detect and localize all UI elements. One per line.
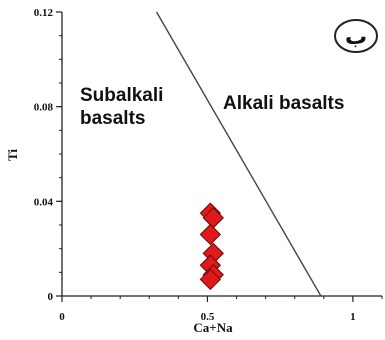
- y-axis: 0 0.04 0.08 0.12: [34, 7, 62, 303]
- boundary-layer: [155, 11, 322, 297]
- x-axis: 0 0.5 1: [59, 296, 383, 323]
- y-tick-label: 0.08: [34, 102, 54, 114]
- y-axis-title: Ti: [5, 149, 20, 161]
- region-label-subalkali-line1: Subalkali: [80, 85, 163, 106]
- data-points: [199, 202, 224, 291]
- y-tick-label: 0.12: [34, 7, 54, 19]
- panel-badge-outline: [334, 19, 378, 53]
- panel-label: ب: [345, 25, 367, 50]
- region-label-subalkali-line2: basalts: [80, 108, 145, 129]
- x-tick-label: 1: [350, 311, 356, 323]
- x-axis-title: Ca+Na: [193, 320, 233, 335]
- field-boundary-line: [155, 11, 322, 297]
- x-tick-label: 0: [59, 311, 65, 323]
- y-tick-label: 0: [48, 291, 54, 303]
- data-point-diamond: [199, 223, 222, 246]
- data-point-diamond: [199, 268, 222, 291]
- panel-badge: ب: [334, 19, 378, 53]
- y-tick-label: 0.04: [34, 196, 54, 208]
- region-label-alkali: Alkali basalts: [223, 93, 344, 114]
- x-tick-label: 0.5: [201, 311, 215, 323]
